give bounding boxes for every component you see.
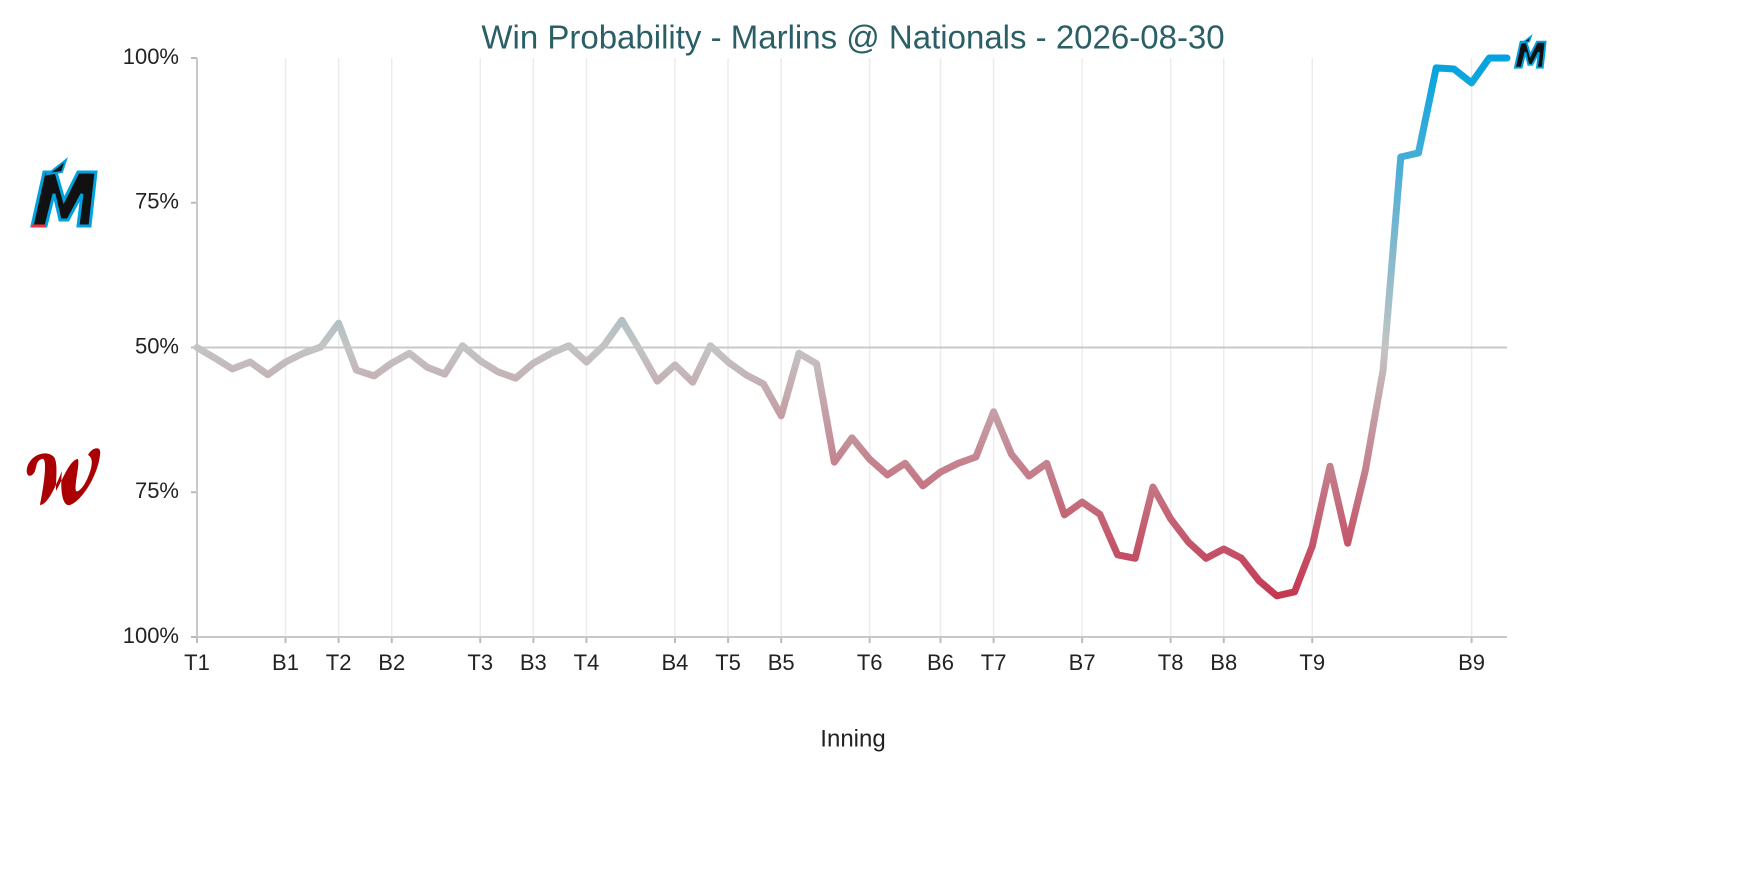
x-tick-label: B3 <box>520 650 547 675</box>
x-tick-label: B5 <box>768 650 795 675</box>
x-tick-label: T8 <box>1158 650 1184 675</box>
x-tick-label: T9 <box>1299 650 1325 675</box>
win-probability-line <box>193 54 1511 600</box>
x-tick-label: B4 <box>662 650 689 675</box>
x-tick-label: T2 <box>326 650 352 675</box>
y-tick-label: 100% <box>123 44 179 69</box>
chart-title: Win Probability - Marlins @ Nationals - … <box>481 19 1224 56</box>
x-tick-label: B8 <box>1210 650 1237 675</box>
y-tick-label: 75% <box>135 478 179 503</box>
x-tick-label: B1 <box>272 650 299 675</box>
x-tick-label: B7 <box>1069 650 1096 675</box>
x-tick-label: T5 <box>715 650 741 675</box>
nationals-logo <box>26 448 101 506</box>
x-tick-label: T4 <box>574 650 600 675</box>
y-tick-label: 50% <box>135 333 179 358</box>
x-tick-label: T3 <box>467 650 493 675</box>
y-tick-label: 75% <box>135 189 179 214</box>
x-tick-label: T1 <box>184 650 210 675</box>
x-tick-label: B9 <box>1458 650 1485 675</box>
x-tick-label: T6 <box>857 650 883 675</box>
x-tick-label: B2 <box>378 650 405 675</box>
marlins-logo-small <box>1513 33 1547 69</box>
marlins-logo <box>30 157 98 228</box>
x-axis-label: Inning <box>820 725 885 752</box>
y-tick-label: 100% <box>123 623 179 648</box>
x-tick-label: T7 <box>981 650 1007 675</box>
x-tick-label: B6 <box>927 650 954 675</box>
